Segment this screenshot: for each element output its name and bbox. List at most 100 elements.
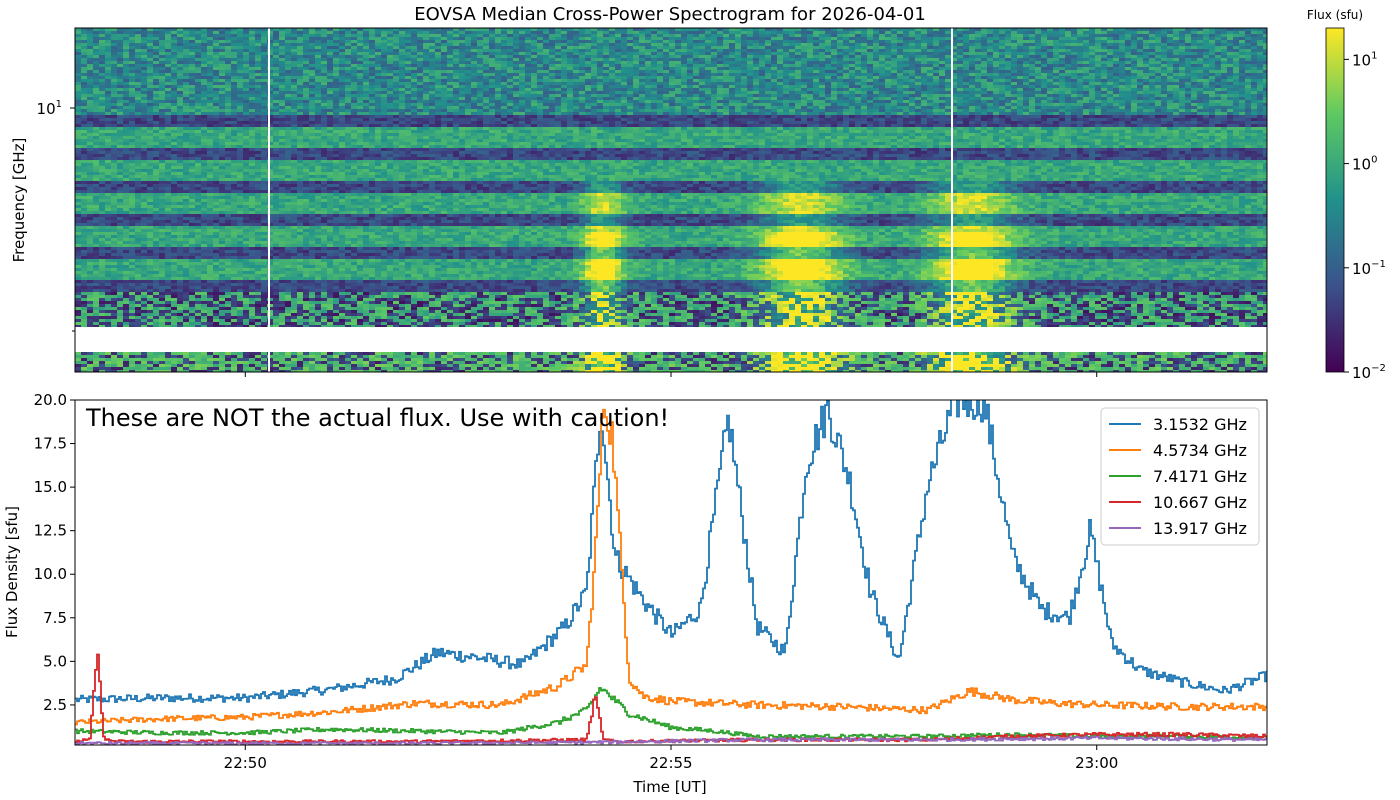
spectrogram-cell — [279, 73, 285, 76]
spectrogram-cell — [105, 322, 111, 325]
spectrogram-cell — [249, 64, 255, 67]
spectrogram-cell — [297, 103, 303, 106]
spectrogram-cell — [213, 109, 219, 112]
spectrogram-cell — [309, 277, 315, 280]
spectrogram-cell — [327, 322, 333, 325]
spectrogram-cell — [285, 151, 291, 154]
spectrogram-cell — [141, 172, 147, 175]
spectrogram-cell — [219, 49, 225, 52]
spectrogram-cell — [117, 136, 123, 139]
spectrogram-cell — [339, 265, 345, 268]
spectrogram-cell — [129, 277, 135, 280]
spectrogram-cell — [279, 214, 285, 217]
spectrogram-cell — [291, 40, 297, 43]
spectrogram-cell — [285, 61, 291, 64]
spectrogram-cell — [129, 193, 135, 196]
spectrogram-cell — [165, 274, 171, 277]
spectrogram-cell — [225, 103, 231, 106]
spectrogram-cell — [117, 190, 123, 193]
spectrogram-cell — [339, 352, 345, 355]
spectrogram-cell — [171, 160, 177, 163]
spectrogram-cell — [135, 208, 141, 211]
spectrogram-cell — [345, 226, 351, 229]
spectrogram-cell — [165, 76, 171, 79]
spectrogram-cell — [351, 223, 357, 226]
spectrogram-cell — [219, 319, 225, 322]
spectrogram-cell — [189, 118, 195, 121]
spectrogram-cell — [249, 367, 255, 370]
spectrogram-cell — [189, 223, 195, 226]
spectrogram-cell — [333, 121, 339, 124]
spectrogram-cell — [75, 226, 81, 229]
spectrogram-cell — [93, 217, 99, 220]
spectrogram-cell — [153, 73, 159, 76]
spectrogram-cell — [183, 355, 189, 358]
spectrogram-cell — [135, 91, 141, 94]
spectrogram-cell — [147, 160, 153, 163]
spectrogram-cell — [297, 160, 303, 163]
spectrogram-cell — [303, 169, 309, 172]
spectrogram-cell — [297, 241, 303, 244]
spectrogram-cell — [279, 268, 285, 271]
spectrogram-cell — [195, 211, 201, 214]
spectrogram-cell — [303, 160, 309, 163]
spectrogram-cell — [309, 247, 315, 250]
spectrogram-cell — [225, 358, 231, 361]
spectrogram-cell — [333, 73, 339, 76]
spectrogram-cell — [87, 76, 93, 79]
spectrogram-cell — [351, 211, 357, 214]
spectrogram-cell — [81, 229, 87, 232]
spectrogram-cell — [231, 214, 237, 217]
spectrogram-cell — [315, 217, 321, 220]
spectrogram-cell — [207, 196, 213, 199]
spectrogram-cell — [303, 238, 309, 241]
spectrogram-cell — [183, 127, 189, 130]
spectrogram-cell — [195, 46, 201, 49]
spectrogram-cell — [165, 193, 171, 196]
spectrogram-cell — [309, 118, 315, 121]
spectrogram-cell — [261, 40, 267, 43]
spectrogram-cell — [315, 190, 321, 193]
spectrogram-cell — [105, 250, 111, 253]
spectrogram-cell — [207, 181, 213, 184]
spectrogram-cell — [219, 202, 225, 205]
spectrogram-cell — [183, 118, 189, 121]
spectrogram-cell — [225, 211, 231, 214]
spectrogram-cell — [123, 58, 129, 61]
spectrogram-cell — [315, 193, 321, 196]
spectrogram-cell — [303, 112, 309, 115]
spectrogram-cell — [261, 265, 267, 268]
spectrogram-cell — [207, 283, 213, 286]
spectrogram-cell — [249, 136, 255, 139]
spectrogram-cell — [291, 298, 297, 301]
spectrogram-cell — [219, 124, 225, 127]
spectrogram-cell — [219, 274, 225, 277]
spectrogram-cell — [237, 91, 243, 94]
spectrogram-cell — [141, 100, 147, 103]
spectrogram-cell — [321, 259, 327, 262]
spectrogram-cell — [207, 118, 213, 121]
spectrogram-cell — [141, 355, 147, 358]
spectrogram-cell — [87, 280, 93, 283]
spectrogram-cell — [111, 271, 117, 274]
spectrogram-cell — [351, 67, 357, 70]
spectrogram-cell — [327, 214, 333, 217]
spectrogram-cell — [231, 58, 237, 61]
spectrogram-cell — [153, 46, 159, 49]
spectrogram-cell — [207, 316, 213, 319]
spectrogram-cell — [105, 295, 111, 298]
spectrogram-cell — [213, 31, 219, 34]
spectrogram-cell — [159, 136, 165, 139]
spectrogram-cell — [345, 142, 351, 145]
spectrogram-cell — [243, 34, 249, 37]
spectrogram-cell — [129, 211, 135, 214]
spectrogram-cell — [255, 196, 261, 199]
spectrogram-cell — [87, 241, 93, 244]
spectrogram-cell — [327, 352, 333, 355]
spectrogram-cell — [261, 172, 267, 175]
spectrogram-cell — [309, 106, 315, 109]
spectrogram-cell — [279, 34, 285, 37]
spectrogram-cell — [273, 361, 279, 364]
spectrogram-cell — [243, 67, 249, 70]
spectrogram-cell — [75, 271, 81, 274]
